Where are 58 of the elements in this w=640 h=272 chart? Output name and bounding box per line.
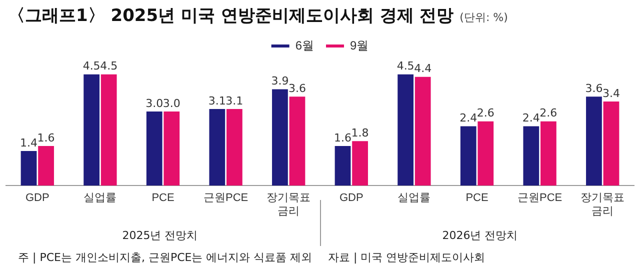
data-label: 3.0 bbox=[162, 96, 180, 110]
bar bbox=[540, 121, 556, 186]
bar bbox=[289, 96, 306, 186]
legend-label: 6월 bbox=[295, 38, 314, 52]
data-label: 3.0 bbox=[146, 96, 164, 110]
x-tick-label: 장기목표 금리 bbox=[580, 192, 625, 218]
bar bbox=[272, 89, 288, 186]
x-tick-label: PCE bbox=[152, 192, 174, 204]
text: 2026년 전망치 bbox=[441, 228, 519, 243]
data-label: 4.5 bbox=[82, 60, 100, 73]
x-tick-label: 실업률 bbox=[398, 192, 431, 204]
bar bbox=[460, 126, 476, 186]
chart-title: 〈그래프1〉 2025년 미국 연방준비제도이사회 경제 전망 bbox=[8, 6, 454, 26]
data-label: 1.6 bbox=[37, 131, 55, 144]
x-tick-label: GDP bbox=[25, 192, 50, 204]
data-label: 3.4 bbox=[602, 86, 620, 100]
text: 주 | PCE는 개인소비지출, 근원PCE는 에너지와 식료품 제외 bbox=[18, 250, 312, 265]
bar bbox=[209, 108, 226, 186]
data-label: 1.8 bbox=[351, 126, 369, 140]
bar bbox=[146, 111, 162, 186]
chart-subtitle: (단위: %) bbox=[460, 11, 508, 24]
data-label: 2.6 bbox=[540, 106, 558, 120]
bar bbox=[164, 111, 180, 186]
data-label: 4.5 bbox=[396, 60, 414, 73]
legend-label: 9월 bbox=[350, 38, 369, 52]
bar bbox=[398, 74, 414, 186]
bar bbox=[586, 96, 602, 186]
data-label: 3.1 bbox=[208, 94, 226, 108]
data-label: 3.6 bbox=[585, 82, 603, 95]
data-label: 4.5 bbox=[100, 60, 118, 73]
bar bbox=[226, 108, 242, 186]
bar bbox=[100, 74, 117, 186]
text: 2025년 전망치 bbox=[121, 228, 199, 243]
x-tick-label: 근원PCE bbox=[517, 192, 562, 204]
data-label: 2.4 bbox=[522, 112, 540, 125]
bar bbox=[478, 121, 494, 186]
data-label: 2.6 bbox=[476, 106, 494, 120]
x-tick-label: PCE bbox=[466, 192, 488, 204]
x-tick-label: 장기목표 금리 bbox=[266, 192, 311, 218]
x-tick-label: GDP bbox=[339, 192, 364, 204]
x-tick-label: 실업률 bbox=[84, 192, 117, 204]
bar bbox=[20, 150, 37, 186]
text: 자료 | 미국 연방준비제도이사회 bbox=[328, 250, 486, 265]
bar bbox=[523, 126, 540, 186]
bar bbox=[603, 102, 620, 186]
x-tick-label: 근원PCE bbox=[203, 192, 248, 204]
data-label: 1.4 bbox=[20, 136, 38, 150]
bar bbox=[84, 74, 100, 186]
bar bbox=[334, 146, 351, 186]
data-label: 4.4 bbox=[414, 62, 432, 76]
bar bbox=[352, 141, 368, 186]
data-label: 3.6 bbox=[288, 82, 306, 95]
bar bbox=[414, 76, 431, 186]
data-label: 1.6 bbox=[334, 131, 352, 144]
bar bbox=[38, 146, 54, 186]
data-label: 3.1 bbox=[226, 94, 244, 108]
data-label: 3.9 bbox=[271, 74, 289, 88]
data-label: 2.4 bbox=[460, 112, 478, 125]
